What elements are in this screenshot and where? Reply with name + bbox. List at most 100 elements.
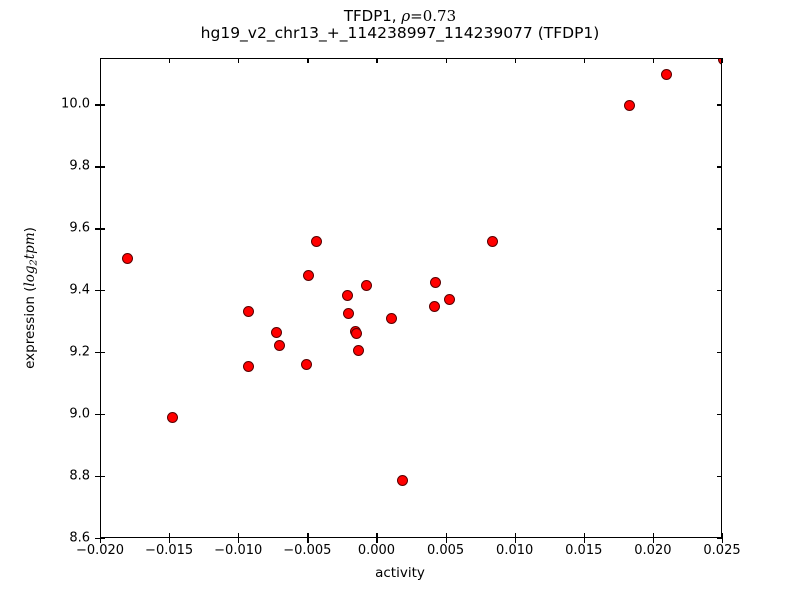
y-tick-mark — [95, 104, 100, 106]
y-tick-mark-right — [717, 538, 722, 540]
x-tick-label: −0.020 — [75, 543, 125, 558]
x-tick-label: 0.010 — [496, 543, 534, 558]
scatter-points-layer — [101, 59, 721, 537]
x-tick-mark-top — [445, 58, 447, 63]
x-tick-mark-inner — [445, 533, 447, 538]
x-tick-mark — [722, 538, 724, 543]
scatter-point — [243, 361, 255, 372]
y-tick-mark-inner — [100, 538, 105, 540]
x-tick-mark-top — [307, 58, 309, 63]
x-tick-mark — [100, 538, 102, 543]
x-tick-label: −0.005 — [283, 543, 332, 558]
scatter-point — [271, 327, 283, 339]
x-tick-mark — [445, 538, 447, 543]
x-tick-mark-inner — [169, 533, 171, 538]
y-tick-label: 9.4 — [69, 282, 90, 298]
x-tick-mark-inner — [376, 533, 378, 538]
y-tick-mark-inner — [100, 166, 105, 168]
y-tick-mark — [95, 538, 100, 540]
y-tick-label: 9.0 — [69, 406, 90, 422]
y-tick-mark-right — [717, 166, 722, 168]
title-gene-name: TFDP1, — [343, 7, 402, 25]
scatter-point — [301, 358, 313, 370]
scatter-point — [273, 339, 285, 351]
y-tick-mark — [95, 290, 100, 292]
y-axis-label-prefix: expression ( — [22, 286, 38, 369]
x-tick-label: 0.015 — [565, 543, 603, 558]
scatter-point — [660, 68, 672, 80]
scatter-point — [486, 235, 498, 247]
chart-title-block: TFDP1, ρ=0.73 hg19_v2_chr13_+_114238997_… — [0, 8, 800, 42]
scatter-point — [243, 305, 255, 317]
y-tick-label: 8.6 — [69, 530, 90, 546]
y-tick-mark-inner — [100, 476, 105, 478]
x-tick-label: 0.000 — [357, 543, 396, 558]
scatter-point — [428, 301, 440, 313]
scatter-point — [429, 277, 441, 289]
scatter-point — [341, 289, 353, 301]
y-tick-mark-right — [717, 104, 722, 106]
x-tick-mark — [514, 538, 516, 543]
x-tick-mark-inner — [514, 533, 516, 538]
y-axis-label-suffix: ) — [22, 227, 38, 233]
x-tick-mark-top — [238, 58, 240, 63]
y-tick-mark — [95, 352, 100, 354]
x-tick-mark-top — [100, 58, 102, 63]
x-tick-mark — [376, 538, 378, 543]
scatter-point — [385, 313, 397, 325]
x-tick-mark-inner — [652, 533, 655, 538]
y-tick-mark — [95, 414, 100, 416]
scatter-point — [311, 235, 323, 247]
x-tick-mark — [652, 538, 655, 543]
x-tick-mark — [307, 538, 309, 543]
chart-title-main: TFDP1, ρ=0.73 — [0, 8, 800, 25]
x-tick-mark-inner — [307, 533, 309, 538]
x-tick-mark-inner — [238, 533, 240, 538]
scatter-point — [121, 253, 133, 265]
y-tick-label: 10.0 — [61, 96, 90, 112]
x-tick-mark-top — [514, 58, 516, 63]
y-tick-label: 9.8 — [69, 158, 90, 174]
title-rho-value: 0.73 — [422, 7, 457, 25]
y-tick-mark-inner — [100, 228, 105, 230]
x-tick-label: −0.015 — [145, 543, 194, 558]
y-tick-mark-inner — [100, 290, 105, 292]
y-tick-label: 8.8 — [69, 468, 90, 484]
y-axis-label-math-sub: 2 — [28, 259, 40, 266]
y-tick-mark-right — [717, 228, 722, 230]
x-tick-mark-inner — [722, 533, 724, 538]
y-axis-label: expression (log2tpm) — [22, 0, 52, 598]
x-tick-mark-top — [583, 58, 585, 63]
y-tick-mark-right — [717, 290, 722, 292]
x-tick-mark-top — [652, 58, 655, 63]
scatter-point — [302, 269, 314, 281]
x-tick-mark-top — [376, 58, 378, 63]
y-tick-mark-right — [717, 476, 722, 478]
scatter-point — [167, 412, 179, 424]
chart-title-subtitle: hg19_v2_chr13_+_114238997_114239077 (TFD… — [200, 23, 600, 42]
x-tick-mark-inner — [100, 533, 102, 538]
x-tick-label: 0.005 — [426, 543, 465, 558]
x-tick-mark — [583, 538, 585, 543]
y-tick-mark-right — [717, 414, 722, 416]
y-tick-label: 9.2 — [69, 344, 90, 360]
x-tick-mark — [238, 538, 240, 543]
y-tick-mark — [95, 476, 100, 478]
scatter-point — [443, 294, 455, 306]
x-tick-mark — [169, 538, 171, 543]
y-tick-label: 9.6 — [69, 220, 90, 236]
y-tick-mark — [95, 228, 100, 230]
y-tick-mark-inner — [100, 352, 105, 354]
title-rho-symbol: ρ — [401, 7, 411, 25]
y-axis-label-math-base: log — [22, 265, 38, 287]
y-axis-label-math-unit: tpm — [22, 232, 38, 260]
title-rho-equals: = — [410, 7, 423, 25]
scatter-point — [396, 474, 408, 486]
scatter-point — [352, 344, 364, 356]
x-tick-label: 0.025 — [703, 543, 741, 558]
x-tick-label: 0.020 — [634, 543, 672, 558]
x-axis-label: activity — [375, 565, 425, 581]
scatter-point — [342, 308, 354, 320]
x-tick-mark-inner — [583, 533, 585, 538]
